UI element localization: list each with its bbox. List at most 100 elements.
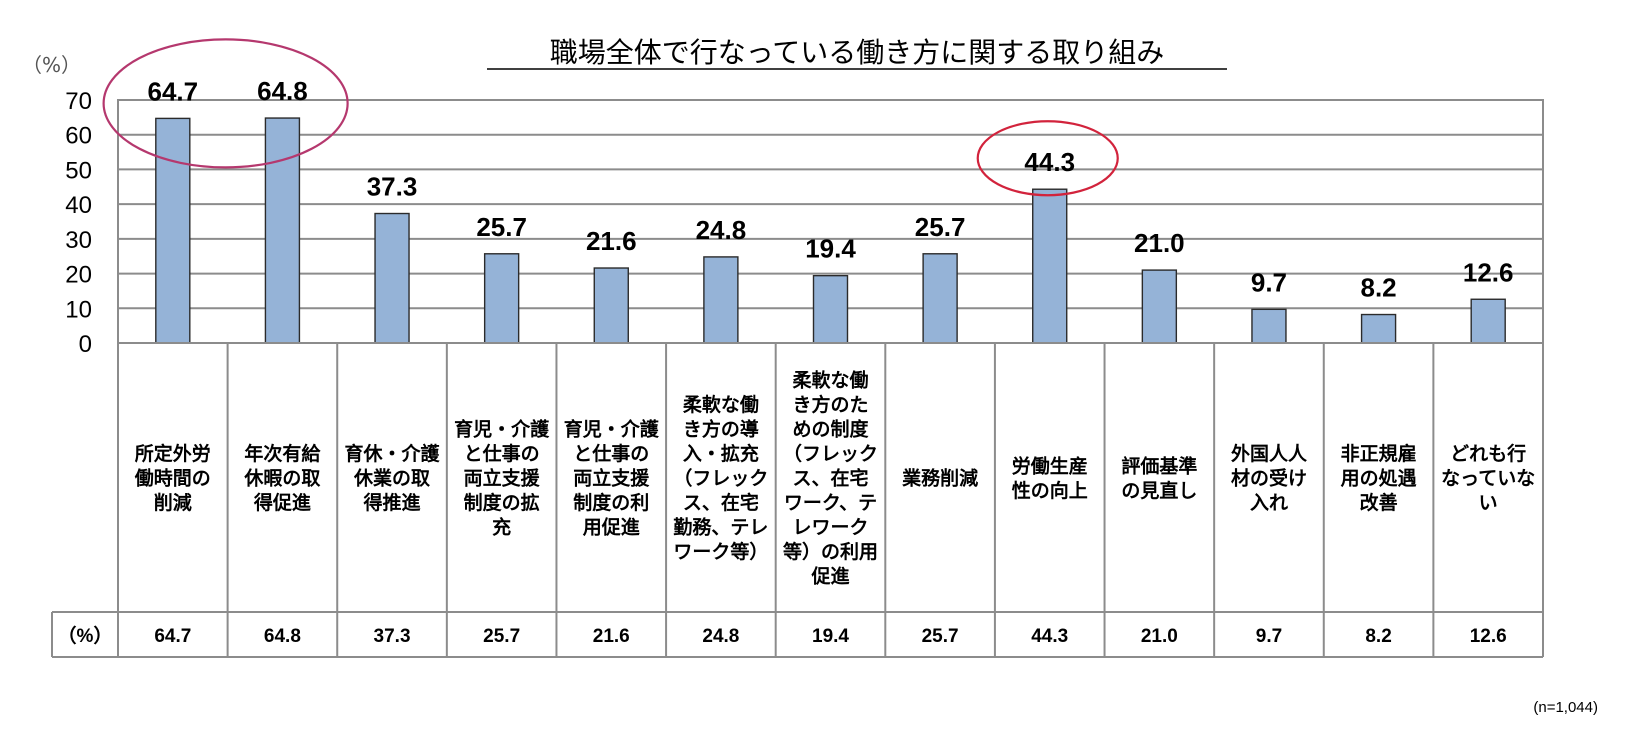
data-label: 24.8 [696, 215, 747, 245]
category-label: 制度の拡 [464, 491, 540, 514]
category-label: い [1479, 492, 1498, 514]
category-label: 性の向上 [1012, 479, 1088, 502]
highlight-ellipse [976, 120, 1119, 197]
table-value: 64.8 [264, 626, 301, 647]
category-label: 育休・介護 [345, 442, 441, 465]
sample-size-note: (n=1,044) [1533, 699, 1598, 716]
category-label: ワーク、テ [784, 492, 877, 514]
category-label: めの制度 [792, 418, 869, 441]
bar [264, 117, 301, 344]
category-label: き方のた [792, 393, 868, 416]
y-tick-label: 0 [79, 331, 92, 358]
bar [1360, 313, 1397, 344]
category-label: 労働生産 [1012, 454, 1088, 477]
data-label: 37.3 [367, 172, 418, 202]
category-label: 育児・介護 [454, 418, 550, 441]
category-label: （フレック [673, 467, 768, 490]
category-label: 育児・介護 [564, 418, 660, 441]
category-label: 得推進 [363, 491, 421, 514]
category-label: と仕事の [464, 442, 540, 465]
category-label: 働時間の [134, 467, 211, 490]
bar [922, 253, 958, 344]
category-label: 促進 [810, 565, 849, 588]
bar [703, 256, 739, 344]
bar [812, 274, 849, 344]
category-label: 柔軟な働 [683, 393, 759, 416]
category-label: 材の受け [1231, 467, 1307, 490]
bar [155, 117, 191, 344]
category-label: 休業の取 [353, 467, 430, 490]
category-label: 外国人人 [1231, 442, 1308, 465]
table-value: 8.2 [1365, 626, 1391, 647]
table-value: 44.3 [1031, 626, 1068, 647]
category-label: 柔軟な働 [792, 369, 868, 392]
data-label: 21.6 [586, 226, 637, 256]
category-label: 用の処遇 [1341, 467, 1417, 490]
category-label: 評価基準 [1121, 454, 1197, 477]
data-label: 25.7 [915, 212, 966, 242]
y-tick-label: 70 [65, 88, 92, 115]
data-label: 25.7 [476, 212, 527, 242]
table-value: 19.4 [812, 626, 849, 647]
category-label: 休暇の取 [243, 468, 320, 490]
category-label: と仕事の [573, 442, 649, 465]
y-tick-label: 40 [65, 192, 92, 219]
data-label: 8.2 [1360, 273, 1396, 303]
table-value: 9.7 [1256, 626, 1282, 647]
highlight-ellipse [102, 38, 349, 169]
data-label: 9.7 [1251, 267, 1287, 297]
category-label: ス、在宅 [683, 491, 759, 514]
bar [1470, 298, 1506, 344]
y-tick-label: 30 [65, 227, 92, 254]
category-label: 所定外労 [135, 442, 211, 465]
category-label: 両立支援 [464, 467, 541, 490]
category-label: 非正規雇 [1341, 442, 1417, 465]
bar [1032, 188, 1068, 344]
category-label: なっていな [1441, 468, 1535, 490]
data-label: 64.8 [257, 76, 308, 106]
table-row-label: （%） [58, 624, 113, 647]
table-value: 24.8 [702, 626, 739, 647]
bar [1141, 269, 1178, 344]
category-label: 業務削減 [901, 467, 978, 490]
data-label: 19.4 [805, 234, 856, 264]
category-label: レワーク [792, 517, 868, 539]
y-unit-label: （%） [22, 53, 81, 77]
table-value: 64.7 [154, 626, 191, 647]
category-label: 入れ [1250, 492, 1288, 514]
category-label: 等）の利用 [782, 540, 878, 563]
category-label: どれも行 [1450, 442, 1526, 465]
category-label: 勤務、テレ [673, 516, 768, 539]
category-label: 両立支援 [573, 467, 650, 490]
data-label: 21.0 [1134, 228, 1185, 258]
category-label: 得促進 [253, 491, 311, 514]
table-value: 12.6 [1470, 626, 1507, 647]
table-value: 25.7 [922, 626, 959, 647]
category-label: ワーク等） [673, 540, 768, 563]
data-label: 12.6 [1463, 257, 1514, 287]
data-label: 64.7 [148, 76, 199, 106]
category-label: ス、在宅 [792, 467, 868, 490]
category-label: 用促進 [583, 516, 640, 539]
y-tick-label: 60 [65, 123, 92, 150]
category-label: き方の導 [683, 418, 759, 441]
y-tick-label: 20 [65, 262, 92, 289]
bar [593, 267, 629, 344]
y-tick-label: 50 [65, 157, 92, 184]
category-label: 改善 [1360, 491, 1398, 514]
category-label: 充 [492, 516, 511, 539]
category-label: 削減 [154, 491, 192, 514]
category-label: 制度の利 [573, 491, 649, 514]
category-label: （フレック [783, 442, 878, 465]
category-label: 年次有給 [244, 442, 321, 465]
table-value: 37.3 [374, 626, 411, 647]
bar [483, 253, 520, 344]
bar [374, 212, 410, 344]
category-label: 入・拡充 [683, 442, 759, 465]
bar [1251, 308, 1287, 344]
category-label: の見直し [1121, 479, 1197, 502]
table-value: 21.6 [593, 626, 630, 647]
data-label: 44.3 [1024, 147, 1075, 177]
y-tick-label: 10 [65, 296, 92, 323]
